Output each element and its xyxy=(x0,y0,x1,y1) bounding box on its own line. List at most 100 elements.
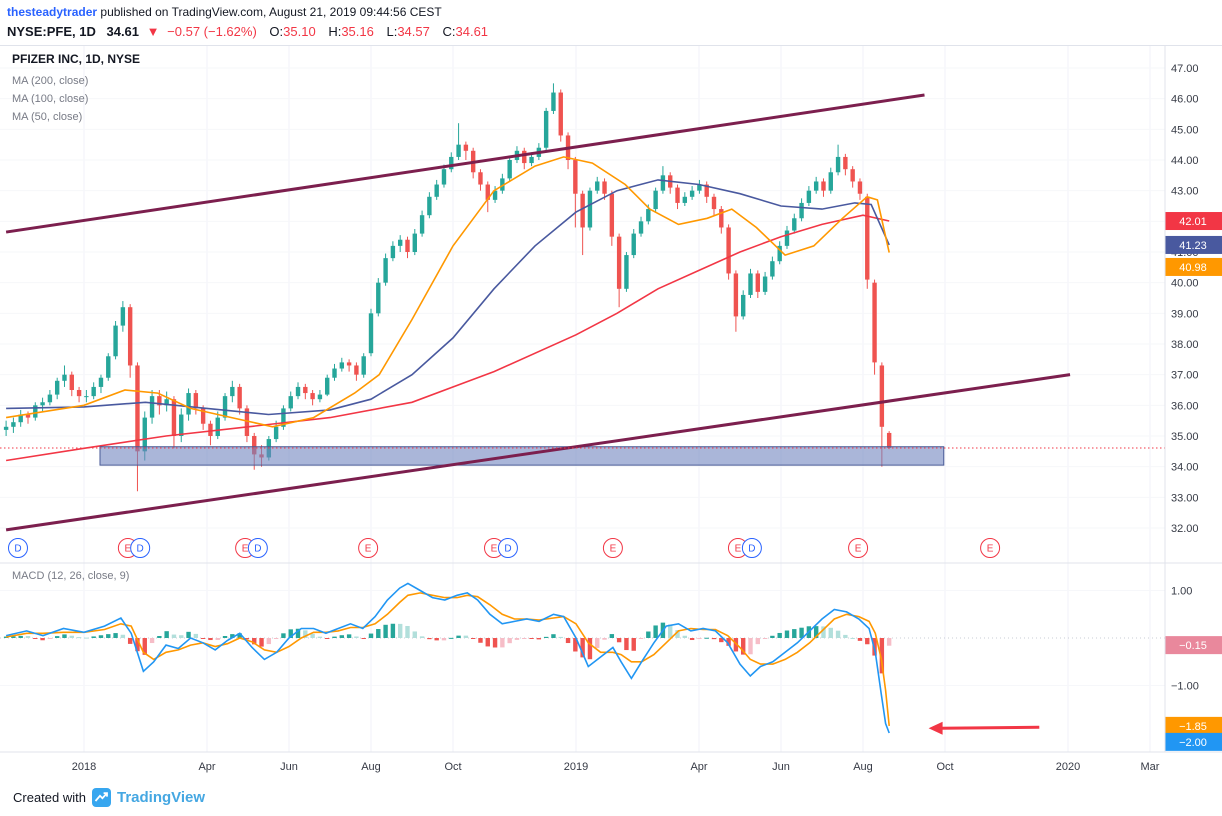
macd-value-label: −2.00 xyxy=(1165,732,1222,751)
svg-text:E: E xyxy=(125,544,132,555)
ma-value-label: 42.01 xyxy=(1165,212,1222,231)
time-axis[interactable]: 2018 Apr Jun Aug Oct 2019 Apr Jun Aug Oct 2020 Mar xyxy=(72,761,1160,773)
svg-text:44.00: 44.00 xyxy=(1171,155,1199,167)
macd-signal-line[interactable] xyxy=(5,592,890,726)
svg-text:45.00: 45.00 xyxy=(1171,124,1199,136)
dividend-marker[interactable]: D xyxy=(741,538,762,558)
earnings-marker[interactable]: E xyxy=(980,538,1001,558)
svg-text:Aug: Aug xyxy=(853,761,873,773)
chart-container: DEDEDEEDEEDEE47.0046.0045.0044.0043.0042… xyxy=(0,45,1222,778)
candlesticks[interactable] xyxy=(3,83,892,492)
close-label: C: xyxy=(442,24,456,39)
byline: thesteadytrader published on TradingView… xyxy=(7,5,1222,20)
svg-text:−2.00: −2.00 xyxy=(1179,737,1207,749)
svg-text:41.23: 41.23 xyxy=(1179,240,1207,252)
svg-text:Aug: Aug xyxy=(361,761,381,773)
quote-row: NYSE:PFE, 1D 34.61 ▼ −0.57 (−1.62%) O:35… xyxy=(7,23,1222,41)
macd-value-label: −0.15 xyxy=(1165,636,1222,655)
author-link[interactable]: thesteadytrader xyxy=(7,5,98,19)
svg-text:−0.15: −0.15 xyxy=(1179,640,1207,652)
symbol-title[interactable]: NYSE:PFE, 1D xyxy=(7,24,96,39)
chart-root: DEDEDEEDEEDEE47.0046.0045.0044.0043.0042… xyxy=(0,45,1222,773)
high-label: H: xyxy=(328,24,342,39)
high-value: 35.16 xyxy=(341,24,374,39)
svg-text:E: E xyxy=(365,544,372,555)
price-axis[interactable]: 47.0046.0045.0044.0043.0042.0041.0040.00… xyxy=(1171,63,1199,693)
ma-line-ma-100[interactable] xyxy=(6,179,890,416)
earnings-marker[interactable]: E xyxy=(848,538,869,558)
svg-text:35.00: 35.00 xyxy=(1171,431,1199,443)
svg-text:E: E xyxy=(735,544,742,555)
svg-text:2018: 2018 xyxy=(72,761,96,773)
chart-svg[interactable]: DEDEDEEDEEDEE47.0046.0045.0044.0043.0042… xyxy=(0,45,1222,778)
svg-text:2020: 2020 xyxy=(1056,761,1080,773)
earnings-marker[interactable]: E xyxy=(727,538,748,558)
svg-text:36.00: 36.00 xyxy=(1171,400,1199,412)
snapshot-footer: Created with TradingView xyxy=(0,778,1222,816)
svg-text:E: E xyxy=(491,544,498,555)
close-value: 34.61 xyxy=(455,24,489,39)
high-pair: H:35.16 xyxy=(328,24,374,39)
svg-text:Apr: Apr xyxy=(690,761,707,773)
earnings-marker[interactable]: E xyxy=(358,538,379,558)
svg-text:40.00: 40.00 xyxy=(1171,278,1199,290)
last-price: 34.61 xyxy=(106,24,140,39)
svg-text:D: D xyxy=(14,544,21,555)
svg-text:D: D xyxy=(504,544,511,555)
low-pair: L:34.57 xyxy=(386,24,429,39)
svg-text:46.00: 46.00 xyxy=(1171,94,1199,106)
svg-text:Oct: Oct xyxy=(444,761,461,773)
svg-text:38.00: 38.00 xyxy=(1171,339,1199,351)
earnings-marker[interactable]: E xyxy=(602,538,623,558)
dividend-marker[interactable]: D xyxy=(130,538,151,558)
macd-line[interactable] xyxy=(5,582,890,734)
dividend-marker[interactable]: D xyxy=(7,538,28,558)
created-with-text: Created with xyxy=(13,789,86,805)
ma-line-ma-50[interactable] xyxy=(5,156,890,428)
tradingview-logo-icon[interactable] xyxy=(91,787,111,807)
svg-text:D: D xyxy=(254,544,261,555)
svg-text:47.00: 47.00 xyxy=(1171,63,1199,75)
annotation-arrow[interactable] xyxy=(928,721,1040,735)
open-pair: O:35.10 xyxy=(269,24,315,39)
svg-text:34.00: 34.00 xyxy=(1171,462,1199,474)
dividend-marker[interactable]: D xyxy=(497,538,518,558)
ma-value-label: 41.23 xyxy=(1165,235,1222,254)
svg-text:E: E xyxy=(987,544,994,555)
svg-text:Apr: Apr xyxy=(198,761,215,773)
svg-text:32.00: 32.00 xyxy=(1171,523,1199,535)
low-label: L: xyxy=(386,24,398,39)
lower-channel-trendline[interactable] xyxy=(5,373,1071,532)
macd-value-label: −1.85 xyxy=(1165,716,1222,735)
open-value: 35.10 xyxy=(283,24,316,39)
low-value: 34.57 xyxy=(397,24,430,39)
svg-text:1.00: 1.00 xyxy=(1171,586,1192,598)
svg-text:40.98: 40.98 xyxy=(1179,262,1207,274)
macd-pane-legend[interactable]: MACD (12, 26, close, 9) xyxy=(12,570,130,582)
ma-line-ma-200[interactable] xyxy=(5,214,890,462)
svg-text:−1.85: −1.85 xyxy=(1179,721,1207,733)
svg-text:42.01: 42.01 xyxy=(1179,216,1207,228)
svg-text:E: E xyxy=(610,544,617,555)
tradingview-brand[interactable]: TradingView xyxy=(116,788,206,806)
svg-text:43.00: 43.00 xyxy=(1171,186,1199,198)
published-info: published on TradingView.com, August 21,… xyxy=(100,5,442,19)
svg-text:2019: 2019 xyxy=(564,761,588,773)
dividend-marker[interactable]: D xyxy=(247,538,268,558)
svg-text:37.00: 37.00 xyxy=(1171,370,1199,382)
price-change: −0.57 (−1.62%) xyxy=(167,24,257,39)
svg-text:E: E xyxy=(242,544,249,555)
change-arrow-icon: ▼ xyxy=(146,24,160,39)
svg-text:D: D xyxy=(748,544,755,555)
svg-text:Oct: Oct xyxy=(936,761,953,773)
svg-text:−1.00: −1.00 xyxy=(1171,681,1199,693)
ma-value-label: 40.98 xyxy=(1165,257,1222,276)
svg-text:Jun: Jun xyxy=(772,761,790,773)
svg-text:Mar: Mar xyxy=(1141,761,1160,773)
svg-text:D: D xyxy=(137,544,144,555)
svg-text:33.00: 33.00 xyxy=(1171,492,1199,504)
snapshot-header: thesteadytrader published on TradingView… xyxy=(0,0,1222,45)
upper-channel-trendline[interactable] xyxy=(5,93,925,234)
svg-text:E: E xyxy=(855,544,862,555)
